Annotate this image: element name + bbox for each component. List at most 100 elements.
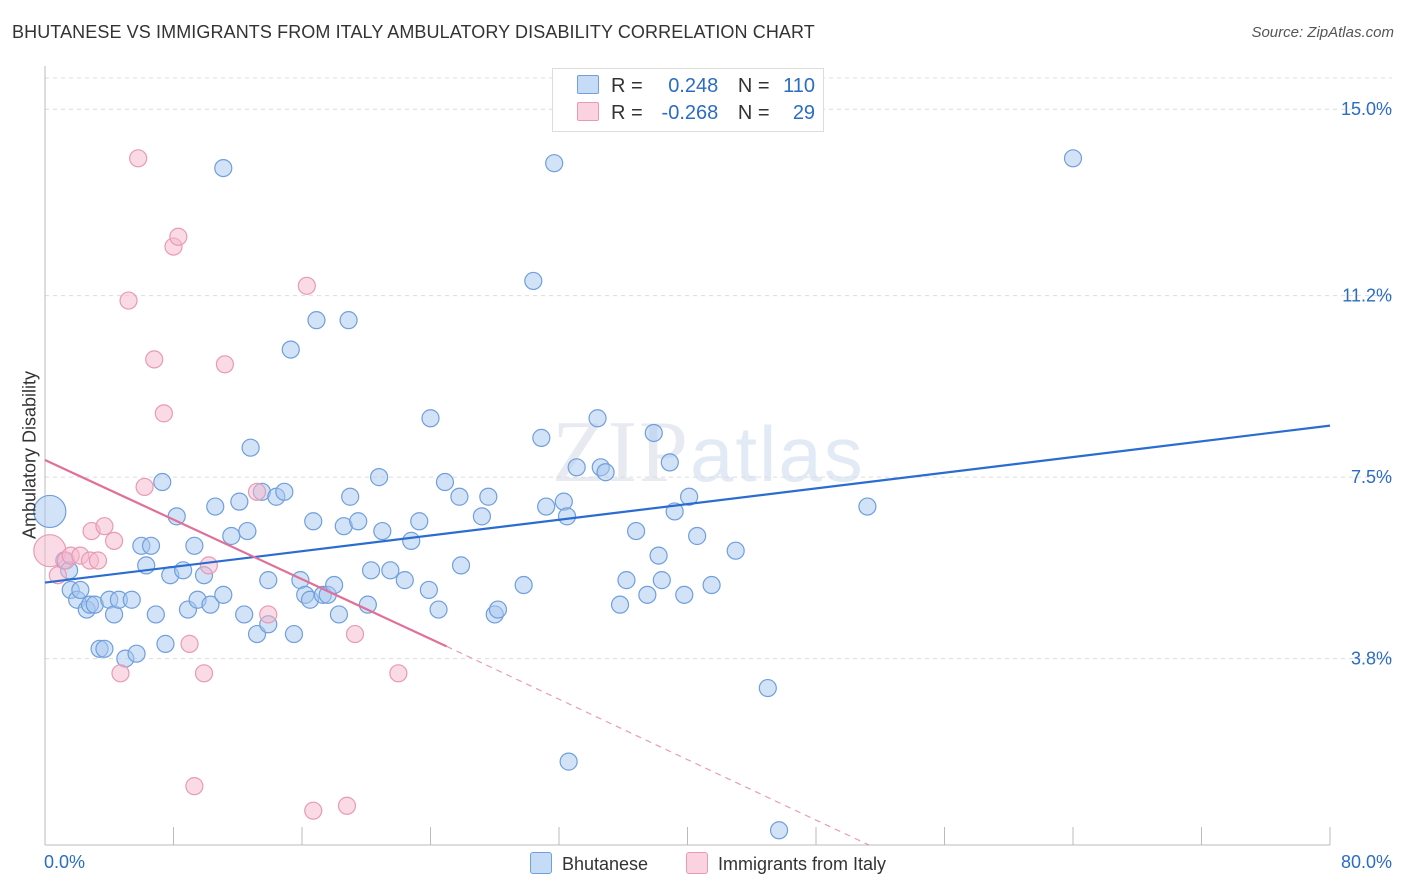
legend-label: Immigrants from Italy (718, 854, 887, 874)
bhutanese-point (95, 639, 114, 658)
bhutanese-point (307, 311, 326, 330)
bhutanese-point (275, 482, 294, 501)
bhutanese-point (235, 605, 254, 624)
bhutanese-point (588, 409, 607, 428)
bhutanese-point (858, 497, 877, 516)
bhutanese-point (702, 575, 721, 595)
bhutanese-point (206, 497, 225, 516)
bhutanese-point (304, 512, 323, 531)
bhutanese-point (402, 531, 421, 550)
italy-point (199, 556, 218, 575)
bhutanese-point (419, 580, 438, 600)
bhutanese-point (421, 409, 440, 428)
watermark-zip: ZIP (552, 404, 690, 501)
italy-point (247, 482, 267, 501)
bhutanese-point (451, 556, 471, 575)
italy-point (145, 350, 164, 369)
bhutanese-point (214, 159, 233, 178)
italy-trendline (44, 458, 448, 648)
bhutanese-point (688, 526, 707, 546)
bhutanese-point (230, 492, 249, 511)
bhutanese-point (361, 561, 381, 580)
stats-n-label: N = (737, 75, 770, 97)
italy-point (185, 777, 204, 796)
italy-point (389, 664, 408, 683)
legend-swatch-italy (686, 852, 708, 874)
bhutanese-point (532, 428, 551, 447)
bhutanese-point (127, 644, 146, 663)
stats-n-value: 110 (783, 75, 816, 97)
bhutanese-point (146, 605, 165, 624)
chart-title: BHUTANESE VS IMMIGRANTS FROM ITALY AMBUL… (12, 22, 815, 42)
italy-trendline-extension (446, 645, 870, 846)
bhutanese-point (341, 487, 360, 506)
bhutanese-point (167, 507, 186, 526)
italy-point (95, 517, 114, 536)
bhutanese-point (554, 492, 573, 511)
watermark: ZIPatlas (552, 402, 865, 503)
bhutanese-point (644, 423, 663, 443)
bhutanese-point (596, 463, 615, 482)
bhutanese-point (284, 624, 304, 644)
italy-point (111, 664, 130, 683)
bhutanese-point (238, 521, 257, 541)
italy-point (154, 404, 173, 423)
stats-box: R = 0.248 N = 110 R = -0.268 N = 29 (552, 68, 824, 132)
y-tick-label: 15.0% (1341, 99, 1392, 119)
bhutanese-point (339, 311, 358, 330)
bhutanese-point (214, 585, 233, 604)
bhutanese-point (567, 458, 586, 477)
italy-point (104, 531, 124, 550)
italy-point (180, 634, 199, 653)
stats-n-label: N = (737, 102, 770, 124)
stats-r-label: R = (611, 102, 643, 124)
bhutanese-point (450, 487, 469, 506)
bhutanese-point (617, 571, 636, 590)
legend-label: Bhutanese (562, 854, 649, 874)
legend-item-italy: Immigrants from Italy (686, 852, 886, 875)
bhutanese-point (222, 526, 241, 546)
y-tick-label: 7.5% (1351, 467, 1392, 487)
bhutanese-point (435, 472, 455, 492)
stats-n-value: 29 (792, 102, 816, 124)
bhutanese-point (557, 507, 577, 526)
y-axis-label: Ambulatory Disability (19, 370, 40, 540)
bhutanese-point (349, 512, 368, 531)
watermark-atlas: atlas (690, 410, 865, 498)
bhutanese-point (281, 340, 300, 359)
bhutanese-point (33, 494, 67, 529)
italy-point (297, 276, 316, 295)
x-tick-label-min: 0.0% (44, 852, 86, 872)
bhutanese-point (537, 497, 556, 516)
bhutanese-point (680, 487, 699, 506)
bhutanese-point (259, 571, 278, 590)
bhutanese-point (660, 453, 679, 472)
bhutanese-point (488, 600, 508, 619)
bhutanese-point (329, 605, 349, 624)
y-tick-label: 3.8% (1351, 649, 1392, 669)
bhutanese-point (626, 521, 646, 541)
italy-point (135, 477, 154, 497)
italy-point (88, 551, 108, 570)
bhutanese-point (373, 521, 392, 541)
y-tick-label: 11.2% (1342, 286, 1392, 306)
stats-r-label: R = (611, 75, 643, 97)
source-label: Source: ZipAtlas.com (1251, 24, 1394, 41)
bhutanese-point (769, 821, 789, 840)
bhutanese-point (545, 154, 564, 173)
italy-point (337, 796, 357, 815)
italy-point (345, 624, 365, 644)
bhutanese-point (726, 541, 745, 560)
italy-point (129, 149, 148, 168)
bhutanese-point (758, 678, 777, 698)
bhutanese-point (472, 507, 491, 526)
bhutanese-point (71, 580, 90, 600)
bhutanese-point (479, 487, 498, 506)
italy-point (259, 605, 278, 624)
bhutanese-point (1063, 149, 1083, 168)
x-tick-label-max: 80.0% (1340, 852, 1392, 872)
italy-point (169, 227, 188, 246)
stats-r-value: -0.268 (661, 102, 719, 124)
bhutanese-point (649, 546, 668, 565)
